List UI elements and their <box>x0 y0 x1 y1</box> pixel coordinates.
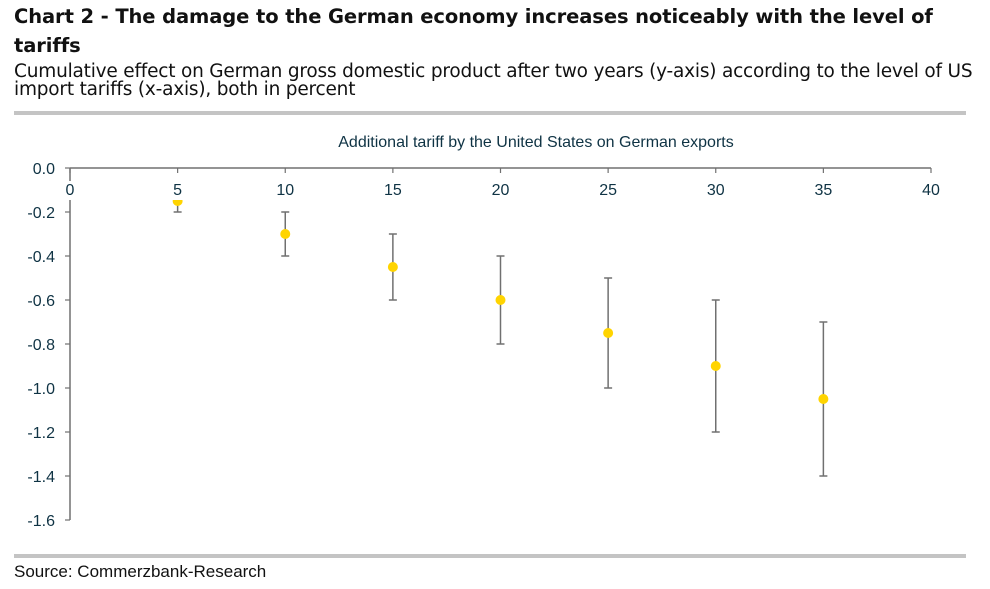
y-tick-label: -1.6 <box>27 513 55 530</box>
axes <box>65 167 932 521</box>
x-tick-label-background <box>172 181 184 200</box>
y-tick-label: -1.2 <box>27 425 55 442</box>
x-tick-label-background <box>813 181 834 200</box>
error-bars <box>173 189 828 477</box>
y-tick-labels: 0.0 -0.2 -0.4 -0.6 -0.8 -1.0 -1.2 -1.4 -1.6 <box>27 161 55 530</box>
data-point <box>495 295 506 305</box>
x-tick-label-background <box>490 181 511 200</box>
x-axis-title: Additional tariff by the United States o… <box>338 134 733 151</box>
chart-title: Chart 2 - The damage to the German econo… <box>14 5 933 57</box>
x-tick-label-background <box>275 181 296 200</box>
y-tick-label: -0.6 <box>27 293 55 310</box>
x-tick-label-background <box>921 181 941 200</box>
data-point <box>710 361 721 371</box>
x-tick-label: 35 <box>814 182 832 199</box>
chart-subtitle: Cumulative effect on German gross domest… <box>14 61 973 100</box>
chart-plot: Additional tariff by the United States o… <box>27 134 941 530</box>
x-tick-label-background <box>382 181 403 200</box>
y-tick-label: -0.2 <box>27 205 55 222</box>
data-point <box>603 328 614 338</box>
y-tick-label: -0.4 <box>27 249 55 266</box>
x-tick-label: 25 <box>599 182 617 199</box>
x-tick-label: 40 <box>922 182 940 199</box>
x-tick-labels: 0 5 10 15 20 25 30 35 40 <box>64 181 941 200</box>
y-tick-label: -0.8 <box>27 337 55 354</box>
data-points <box>172 196 829 404</box>
x-tick-label: 5 <box>173 182 182 199</box>
y-tick-label: -1.4 <box>27 469 55 486</box>
x-tick-label: 20 <box>492 182 510 199</box>
data-point <box>387 262 398 272</box>
x-tick-label-background <box>705 181 726 200</box>
source-note: Source: Commerzbank-Research <box>14 562 267 581</box>
data-point <box>818 394 829 404</box>
y-tick-label: -1.0 <box>27 381 55 398</box>
y-tick-label: 0.0 <box>33 161 55 178</box>
bottom-divider <box>14 554 966 558</box>
x-tick-label: 30 <box>707 182 725 199</box>
x-tick-label-background <box>598 181 619 200</box>
x-tick-label-background <box>64 181 76 200</box>
x-tick-label: 15 <box>384 182 402 199</box>
x-tick-label: 10 <box>276 182 294 199</box>
data-point <box>280 229 291 239</box>
x-tick-label: 0 <box>66 182 75 199</box>
top-divider <box>14 111 966 115</box>
